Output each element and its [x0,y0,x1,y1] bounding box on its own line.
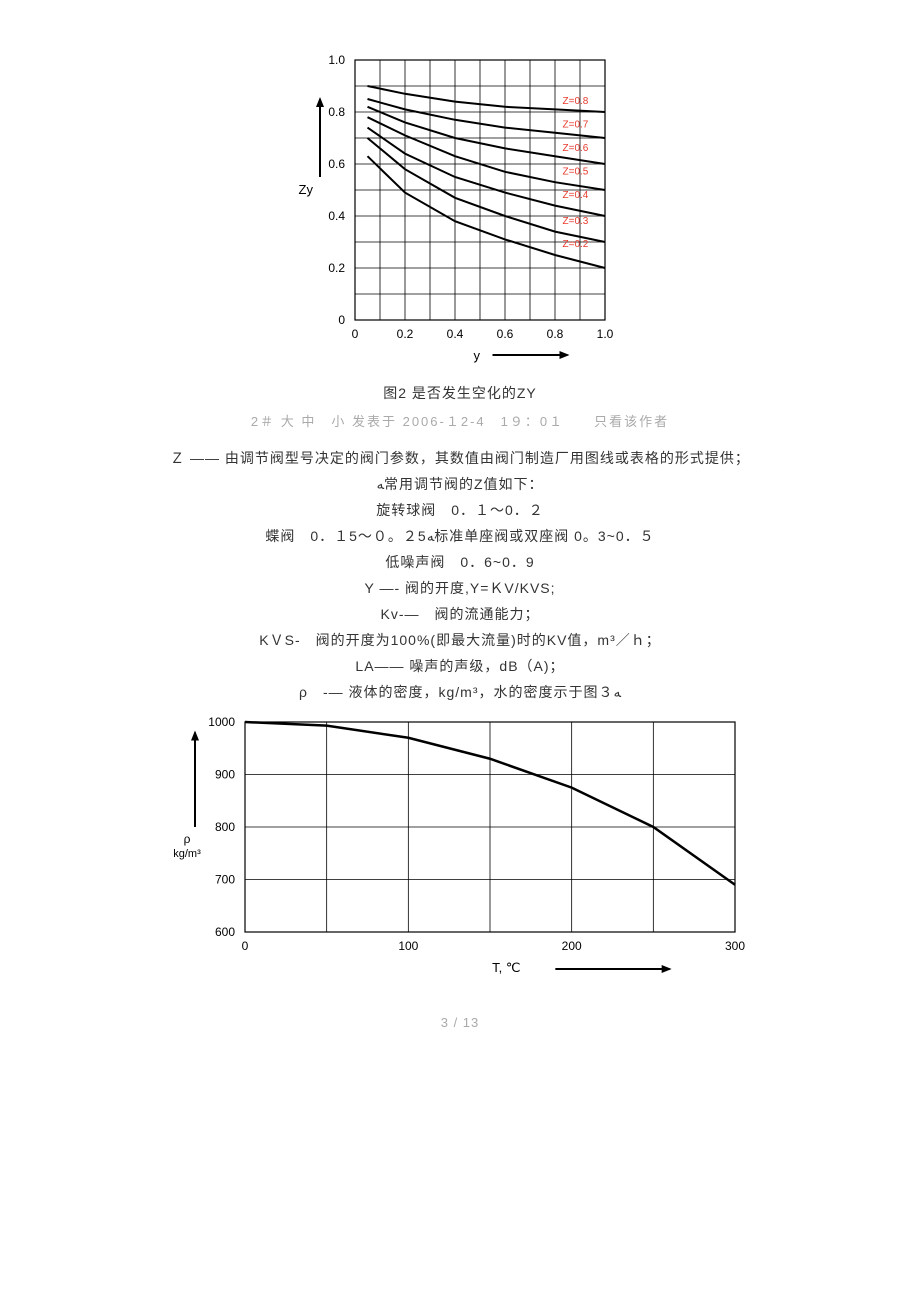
svg-text:ρ: ρ [184,832,191,846]
svg-text:1.0: 1.0 [597,327,614,341]
svg-text:800: 800 [215,820,235,834]
svg-text:0.2: 0.2 [328,261,345,275]
body-paragraph: KＶS- 阀的开度为100%(即最大流量)时的KV值，m³／ｈ； [60,630,860,650]
svg-text:0.6: 0.6 [328,157,345,171]
svg-text:0: 0 [338,313,345,327]
svg-text:0.4: 0.4 [447,327,464,341]
body-paragraph: Ｚ —— 由调节阀型号决定的阀门参数，其数值由阀门制造厂用图线或表格的形式提供； [60,448,860,468]
svg-text:0.2: 0.2 [397,327,414,341]
svg-text:Z=0.7: Z=0.7 [563,120,589,131]
svg-text:Z=0.2: Z=0.2 [563,239,589,250]
svg-text:Z=0.5: Z=0.5 [563,166,589,177]
body-paragraph: 旋转球阀 0．１～0．２ [60,500,860,520]
body-paragraph: Kv-— 阀的流通能力； [60,604,860,624]
chart-density-svg: 0 100 200 300 600 700 800 900 1000 ρ kg/m³ T, ℃ [165,712,755,982]
svg-text:300: 300 [725,939,745,953]
svg-text:100: 100 [398,939,418,953]
svg-text:0.6: 0.6 [497,327,514,341]
body-paragraph: LA—— 噪声的声级，dB（A)； [60,656,860,676]
body-paragraph: ρ -— 液体的密度，kg/m³，水的密度示于图３ﻪ [60,682,860,702]
svg-text:Z=0.8: Z=0.8 [563,96,589,107]
svg-text:T, ℃: T, ℃ [492,960,520,975]
chart-zy-svg: 0 0.2 0.4 0.6 0.8 1.0 0 0.2 0.4 0.6 0.8 1.0 Zy y Z=0.8… [295,50,625,370]
post-meta: 2＃ 大 中 小 发表于 2006-１2-4 1９：0１ 只看该作者 [60,411,860,430]
page-footer: 3 / 13 [60,1015,860,1030]
svg-text:Z=0.3: Z=0.3 [563,216,589,227]
svg-text:700: 700 [215,873,235,887]
svg-text:600: 600 [215,925,235,939]
svg-text:900: 900 [215,768,235,782]
body-paragraph: Y —- 阀的开度,Y=ＫV/KVS; [60,578,860,598]
svg-text:0.8: 0.8 [328,105,345,119]
svg-text:0.8: 0.8 [547,327,564,341]
chart-density: 0 100 200 300 600 700 800 900 1000 ρ kg/m³ T, ℃ [60,712,860,985]
body-paragraph: ﻪ常用调节阀的Z值如下： [60,474,860,494]
body-text: Ｚ —— 由调节阀型号决定的阀门参数，其数值由阀门制造厂用图线或表格的形式提供；… [60,448,860,702]
body-paragraph: 蝶阀 0．１5～０。２5ﻪ标准单座阀或双座阀 0。3~0．５ [60,526,860,546]
chart1-caption: 图2 是否发生空化的ZY [60,383,860,403]
svg-text:1.0: 1.0 [328,53,345,67]
svg-text:200: 200 [562,939,582,953]
svg-text:Z=0.4: Z=0.4 [563,190,589,201]
svg-text:kg/m³: kg/m³ [173,848,201,860]
svg-text:Z=0.6: Z=0.6 [563,143,589,154]
chart-zy: 0 0.2 0.4 0.6 0.8 1.0 0 0.2 0.4 0.6 0.8 1.0 Zy y Z=0.8… [60,50,860,373]
body-paragraph: 低噪声阀 0．6~0．9 [60,552,860,572]
svg-text:1000: 1000 [208,715,235,729]
svg-text:0.4: 0.4 [328,209,345,223]
svg-text:Zy: Zy [299,182,314,197]
svg-text:0: 0 [352,327,359,341]
svg-text:y: y [474,348,481,363]
svg-text:0: 0 [242,939,249,953]
